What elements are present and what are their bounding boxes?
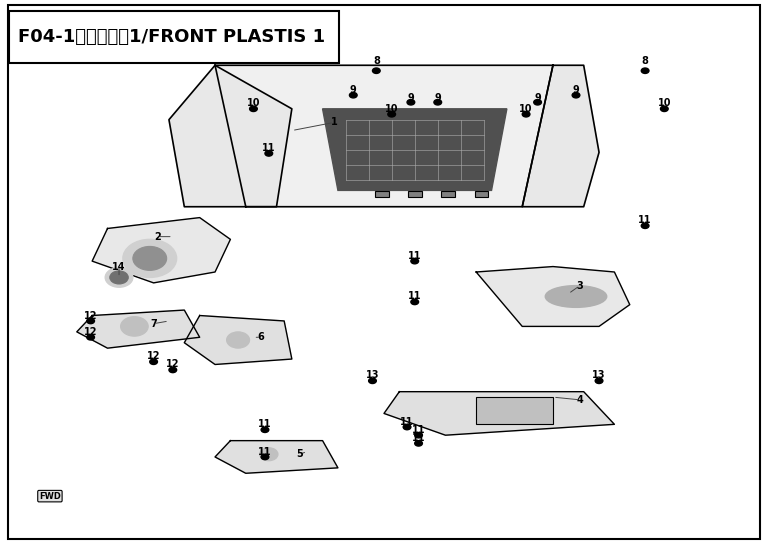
Circle shape xyxy=(403,424,411,430)
Circle shape xyxy=(415,432,422,438)
Circle shape xyxy=(150,359,157,364)
Text: 11: 11 xyxy=(408,292,422,301)
Text: 12: 12 xyxy=(166,360,180,369)
Text: 9: 9 xyxy=(435,93,441,103)
Circle shape xyxy=(169,367,177,373)
Text: 8: 8 xyxy=(642,56,648,66)
Text: 11: 11 xyxy=(262,143,276,153)
Polygon shape xyxy=(384,392,614,435)
Circle shape xyxy=(534,100,541,105)
Circle shape xyxy=(260,448,278,461)
Circle shape xyxy=(641,223,649,228)
Circle shape xyxy=(388,112,396,117)
Text: 10: 10 xyxy=(519,104,533,114)
Circle shape xyxy=(372,68,380,73)
Polygon shape xyxy=(215,65,553,207)
Circle shape xyxy=(265,151,273,156)
Circle shape xyxy=(415,441,422,446)
Bar xyxy=(475,191,488,197)
Text: 11: 11 xyxy=(408,251,422,261)
Circle shape xyxy=(595,378,603,384)
Text: 9: 9 xyxy=(408,93,414,103)
Bar xyxy=(408,191,422,197)
Bar xyxy=(476,397,553,424)
Circle shape xyxy=(349,92,357,98)
Circle shape xyxy=(227,332,250,348)
Text: 11: 11 xyxy=(258,419,272,429)
Text: 9: 9 xyxy=(573,85,579,95)
Text: 1: 1 xyxy=(331,118,337,127)
Circle shape xyxy=(407,100,415,105)
Text: 11: 11 xyxy=(412,425,425,435)
Text: 3: 3 xyxy=(577,281,583,290)
Text: 13: 13 xyxy=(366,370,379,380)
Circle shape xyxy=(522,112,530,117)
Text: 8: 8 xyxy=(373,56,379,66)
Polygon shape xyxy=(215,441,338,473)
Text: 11: 11 xyxy=(400,417,414,426)
Polygon shape xyxy=(92,218,230,283)
Circle shape xyxy=(250,106,257,112)
Text: 12: 12 xyxy=(84,311,98,320)
Circle shape xyxy=(660,106,668,112)
Text: 5: 5 xyxy=(296,449,303,459)
Circle shape xyxy=(641,68,649,73)
Text: 11: 11 xyxy=(258,447,272,456)
Text: 6: 6 xyxy=(258,332,264,342)
Text: 9: 9 xyxy=(535,93,541,103)
Text: 4: 4 xyxy=(577,395,583,405)
Polygon shape xyxy=(184,316,292,364)
Circle shape xyxy=(133,246,167,270)
Circle shape xyxy=(123,239,177,277)
Text: F04-1前部塑料件1/FRONT PLASTIS 1: F04-1前部塑料件1/FRONT PLASTIS 1 xyxy=(18,28,326,46)
Bar xyxy=(9,11,339,63)
Text: 10: 10 xyxy=(247,98,260,108)
Text: 11: 11 xyxy=(638,215,652,225)
Circle shape xyxy=(261,427,269,432)
Text: 12: 12 xyxy=(84,327,98,337)
Bar xyxy=(442,191,455,197)
Text: FWD: FWD xyxy=(39,492,61,500)
Circle shape xyxy=(411,258,419,264)
Circle shape xyxy=(105,268,133,287)
Circle shape xyxy=(369,378,376,384)
Text: 7: 7 xyxy=(151,319,157,329)
Polygon shape xyxy=(476,267,630,326)
Text: 9: 9 xyxy=(350,85,356,95)
Circle shape xyxy=(110,271,128,284)
Circle shape xyxy=(87,335,94,340)
Text: 10: 10 xyxy=(657,98,671,108)
Text: 12: 12 xyxy=(147,351,161,361)
Bar xyxy=(375,191,389,197)
Circle shape xyxy=(411,299,419,305)
Circle shape xyxy=(572,92,580,98)
Text: 2: 2 xyxy=(154,232,161,242)
Ellipse shape xyxy=(545,286,607,307)
Text: 14: 14 xyxy=(112,262,126,271)
Circle shape xyxy=(121,317,148,336)
Text: 10: 10 xyxy=(385,104,399,114)
Polygon shape xyxy=(522,65,599,207)
Polygon shape xyxy=(169,65,292,207)
Circle shape xyxy=(87,318,94,324)
Text: 13: 13 xyxy=(592,370,606,380)
Circle shape xyxy=(261,454,269,460)
Circle shape xyxy=(434,100,442,105)
Polygon shape xyxy=(77,310,200,348)
Polygon shape xyxy=(323,109,507,190)
Text: 11: 11 xyxy=(412,433,425,443)
